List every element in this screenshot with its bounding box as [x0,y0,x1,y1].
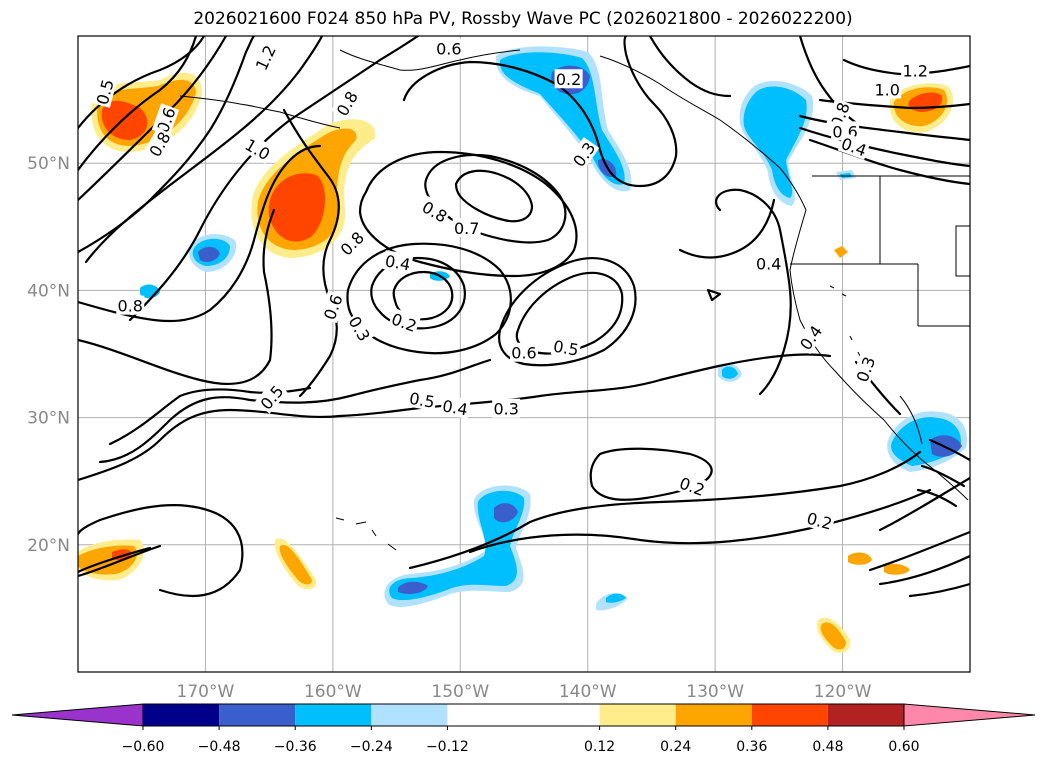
positive-anomaly-small [816,246,910,653]
colorbar-tick-label: 0.60 [888,739,919,755]
longitude-axis: 170°W 160°W 150°W 140°W 130°W 120°W [177,682,872,702]
x-tick-label: 170°W [177,682,235,702]
negative-anomaly-west [140,234,450,299]
colorbar-tick-label: 0.24 [660,739,691,755]
colorbar-segment [675,704,752,726]
colorbar-tick-label: −0.48 [198,739,241,755]
negative-anomaly-bc-coast [739,81,814,206]
y-tick-label: 50°N [27,154,70,174]
contour-label: 0.3 [492,398,521,419]
contour-label: 0.5 [550,335,582,360]
contour-label: 0.6 [434,38,463,59]
x-tick-label: 120°W [814,682,872,702]
colorbar-tick-label: −0.36 [274,739,317,755]
y-tick-label: 40°N [27,281,70,301]
negative-anomaly-hawaii [384,363,742,611]
colorbar-segment [827,704,904,726]
contour-label-text: 0.5 [408,389,436,412]
pv-contours [78,36,970,598]
contour-label: 1.2 [901,60,930,80]
contour-label-text: 0.3 [493,400,518,419]
contour-label: 1.0 [873,79,902,99]
colorbar-tick-label: −0.60 [122,739,165,755]
map-frame [77,35,971,673]
gridlines [78,36,970,672]
colorbar-tick-label: 0.48 [812,739,843,755]
contour-label-text: 0.4 [756,255,781,274]
x-tick-label: 150°W [431,682,489,702]
contour-label: 0.5 [406,387,438,412]
chart-title: 2026021600 F024 850 hPa PV, Rossby Wave … [193,9,852,29]
contour-label-text: 0.7 [454,219,479,238]
contour-label: 0.3 [345,311,376,346]
colorbar-segment [295,704,372,726]
contour-label: 0.4 [439,395,471,419]
latitude-axis: 20°N 30°N 40°N 50°N [27,154,70,556]
colorbar-segment [143,704,220,726]
contour-label-text: 0.2 [556,70,581,89]
colorbar-segment [599,704,676,726]
colorbar-extend-high [903,703,1036,727]
map-area: 1.2 0.60.2 1.21.00.50.60.8 1.0 0.30.80.60.40… [78,36,970,672]
shaded-anomalies [78,46,967,653]
x-tick-label: 130°W [686,682,744,702]
positive-anomaly-center-west [251,119,376,258]
contour-label-text: 1.2 [902,61,927,80]
contour-label: 0.4 [754,253,783,274]
contour-label-text: 0.6 [436,40,461,59]
colorbar-segment [447,704,600,726]
colorbar-segment [371,704,448,726]
colorbar-segment [751,704,828,726]
contour-label-text: 0.4 [441,396,469,419]
positive-anomaly-hawaii-west [274,538,317,590]
coastlines [179,49,970,551]
colorbar-tick-label: −0.24 [350,739,393,755]
x-tick-label: 160°W [304,682,362,702]
y-tick-label: 20°N [27,536,70,556]
colorbar-tick-label: 0.12 [584,739,615,755]
contour-label-text: 0.4 [384,251,412,274]
colorbar-frame [142,703,905,727]
contour-label: 0.8 [116,295,145,316]
contour-label-text: 0.8 [118,297,143,316]
contour-label: 0.5 [91,75,118,108]
y-tick-label: 30°N [27,409,70,429]
contour-label: 0.6 [510,342,538,363]
colorbar-segment [219,704,296,726]
contour-label-text: 1.0 [874,80,899,99]
x-tick-label: 140°W [559,682,617,702]
colorbar-tick-label: 0.36 [736,739,767,755]
negative-anomaly-baja [836,170,967,472]
colorbar: −0.60 −0.48 −0.36 −0.24 −0.12 0.12 0.24 0.36 0.4… [11,703,1036,755]
colorbar-extend-low [11,703,144,727]
contour-label-text: 0.6 [511,344,536,363]
contour-label: 0.7 [452,218,481,238]
contour-label: 0.4 [382,250,414,274]
colorbar-tick-label: −0.12 [426,739,469,755]
contour-label-text: 0.5 [552,337,580,360]
contour-label: 0.2 [554,69,583,89]
